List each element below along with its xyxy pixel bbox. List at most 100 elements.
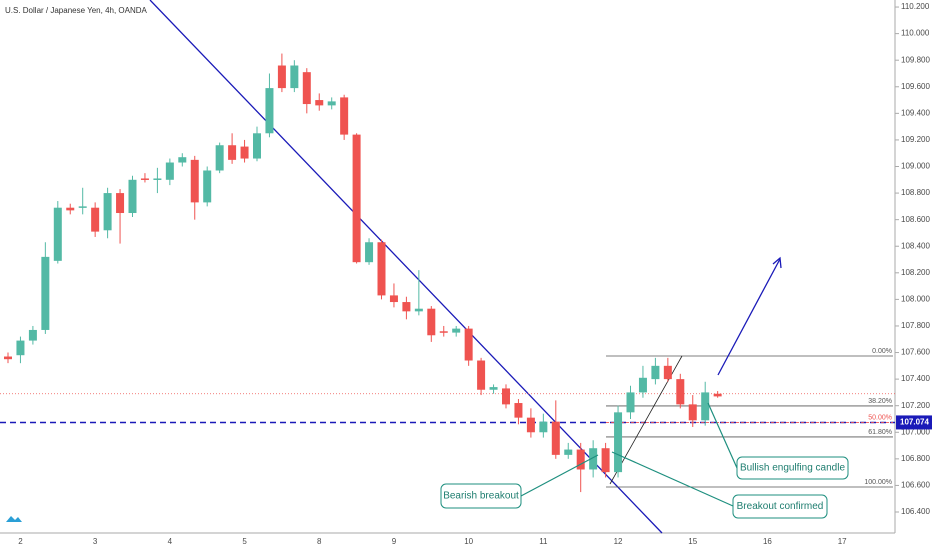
annotation-box	[732, 494, 828, 519]
candle-body	[41, 256, 50, 330]
x-tick-label: 15	[688, 537, 697, 546]
candle-body	[153, 178, 162, 180]
candle-body	[327, 101, 336, 106]
x-tick-label: 11	[539, 537, 548, 546]
x-tick-label: 10	[464, 537, 473, 546]
y-tick-label: 109.800	[901, 55, 930, 64]
candle-body	[16, 340, 25, 356]
price-badge-label: 107.074	[900, 418, 929, 427]
candle-body	[651, 365, 660, 380]
candle-body	[103, 193, 112, 231]
candle-body	[140, 178, 149, 180]
candle-body	[228, 145, 237, 160]
candle-body	[477, 360, 486, 390]
candle-body	[352, 134, 361, 263]
candle-body	[290, 65, 299, 89]
x-tick-label: 2	[18, 537, 23, 546]
candle-body	[464, 328, 473, 361]
y-tick-label: 107.600	[901, 348, 930, 357]
candle-body	[66, 207, 75, 211]
annotation-text: Bearish breakout	[443, 491, 519, 502]
candle-body	[365, 242, 374, 263]
candle-body	[489, 387, 498, 390]
candle-body	[377, 242, 386, 296]
y-tick-label: 106.600	[901, 481, 930, 490]
candle-body	[614, 412, 623, 473]
y-tick-label: 109.200	[901, 135, 930, 144]
annotation-text: Bullish engulfing candle	[740, 463, 846, 474]
candle-body	[713, 393, 722, 397]
candle-body	[78, 206, 87, 208]
candle-body	[676, 379, 685, 405]
annotation-text: Breakout confirmed	[737, 501, 824, 512]
x-tick-label: 9	[392, 537, 397, 546]
candle-body	[91, 207, 100, 232]
candle-body	[315, 100, 324, 106]
x-tick-label: 16	[763, 537, 772, 546]
y-tick-label: 107.000	[901, 427, 930, 436]
callout-line	[520, 454, 599, 497]
y-tick-label: 108.400	[901, 241, 930, 250]
candle-body	[414, 308, 423, 312]
candle-body	[253, 133, 261, 159]
annotation-box	[440, 483, 522, 509]
x-tick-label: 3	[93, 537, 98, 546]
y-tick-label: 106.800	[901, 454, 930, 463]
y-tick-label: 109.400	[901, 108, 930, 117]
candle-body	[626, 392, 635, 413]
logo	[6, 516, 22, 522]
y-tick-label: 106.400	[901, 507, 930, 516]
candle-body	[526, 417, 535, 433]
candle-body	[589, 448, 598, 470]
y-tick-label: 107.800	[901, 321, 930, 330]
candle-body	[389, 295, 398, 303]
candle-body	[265, 88, 274, 134]
y-tick-label: 110.000	[901, 29, 930, 38]
x-tick-label: 4	[168, 537, 173, 546]
price-badge	[896, 415, 932, 430]
candle-body	[116, 193, 125, 214]
x-tick-label: 17	[838, 537, 847, 546]
candle-body	[452, 328, 461, 333]
candle-body	[663, 365, 672, 380]
callout-line	[611, 451, 734, 507]
candle-body	[203, 170, 212, 203]
callout-line	[707, 402, 738, 469]
candle-body	[215, 145, 224, 171]
fib-label: 50.00%	[868, 414, 892, 421]
x-tick-label: 12	[614, 537, 623, 546]
x-tick-label: 5	[242, 537, 247, 546]
y-tick-label: 110.200	[901, 2, 930, 11]
candle-body	[128, 179, 137, 214]
candle-body	[340, 97, 349, 135]
candle-body	[439, 331, 448, 333]
candle-body	[502, 388, 510, 405]
trend-line	[149, 0, 663, 534]
candle-body	[240, 146, 249, 159]
candle-body	[277, 65, 286, 89]
y-tick-label: 107.200	[901, 401, 930, 410]
fib-label: 0.00%	[872, 348, 892, 355]
y-tick-label: 108.000	[901, 294, 930, 303]
candle-body	[4, 356, 12, 360]
candle-body	[564, 449, 573, 455]
y-tick-label: 108.200	[901, 268, 930, 277]
candle-body	[28, 329, 37, 341]
candle-body	[539, 421, 548, 433]
candle-body	[638, 377, 647, 393]
fib-label: 100.00%	[864, 479, 892, 486]
candle-body	[688, 404, 697, 421]
y-tick-label: 108.800	[901, 188, 930, 197]
fib-label: 61.80%	[868, 429, 892, 436]
y-tick-label: 109.600	[901, 82, 930, 91]
candle-body	[601, 448, 610, 473]
arrow-head	[772, 256, 782, 269]
candle-body	[514, 403, 523, 418]
candle-body	[402, 302, 411, 312]
chart-title: U.S. Dollar / Japanese Yen, 4h, OANDA	[5, 6, 148, 15]
annotation-box	[736, 456, 849, 480]
candle-body	[165, 162, 174, 180]
projection-arrow	[717, 258, 781, 376]
candle-body	[302, 72, 311, 105]
